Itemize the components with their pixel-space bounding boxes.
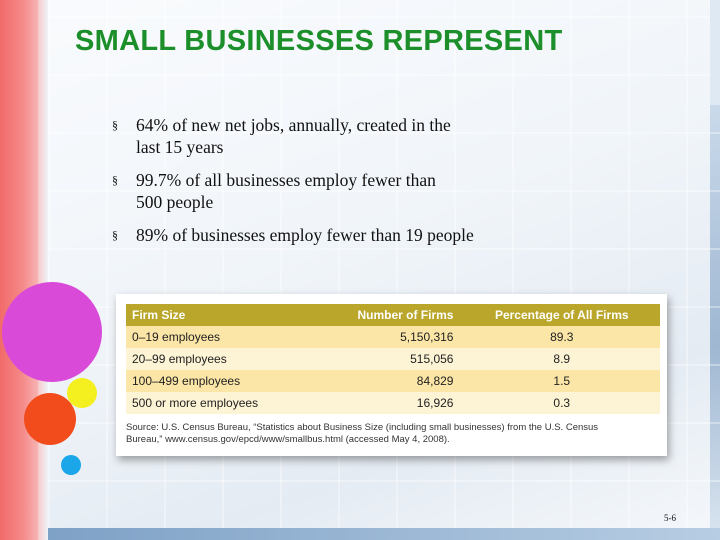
bullet-text-line: last 15 years xyxy=(136,137,224,157)
cell-firm-size: 100–499 employees xyxy=(126,370,313,392)
bullet-item: § 89% of businesses employ fewer than 19… xyxy=(112,224,592,246)
bullet-text-line: 99.7% of all businesses employ fewer tha… xyxy=(136,170,436,190)
table-row: 100–499 employees 84,829 1.5 xyxy=(126,370,660,392)
bullet-item: § 99.7% of all businesses employ fewer t… xyxy=(112,169,592,213)
bullet-text-line: 64% of new net jobs, annually, created i… xyxy=(136,115,451,135)
cell-firm-size: 20–99 employees xyxy=(126,348,313,370)
cell-firm-size: 500 or more employees xyxy=(126,392,313,414)
slide-title: SMALL BUSINESSES REPRESENT xyxy=(75,25,563,57)
cell-percentage: 89.3 xyxy=(463,326,660,348)
cell-percentage: 8.9 xyxy=(463,348,660,370)
table-row: 0–19 employees 5,150,316 89.3 xyxy=(126,326,660,348)
blue-circle-decoration xyxy=(61,455,81,475)
firm-size-table-card: Firm Size Number of Firms Percentage of … xyxy=(116,294,667,456)
firm-size-table: Firm Size Number of Firms Percentage of … xyxy=(126,304,660,414)
header-number-of-firms: Number of Firms xyxy=(312,304,464,326)
header-percentage: Percentage of All Firms xyxy=(463,304,660,326)
cell-percentage: 0.3 xyxy=(463,392,660,414)
left-decorative-strip xyxy=(0,0,38,540)
table-header-row: Firm Size Number of Firms Percentage of … xyxy=(126,304,660,326)
page-number: 5-6 xyxy=(664,513,676,523)
bullet-text-line: 500 people xyxy=(136,192,214,212)
table-source-note: Source: U.S. Census Bureau, “Statistics … xyxy=(126,422,656,446)
cell-number-of-firms: 515,056 xyxy=(312,348,464,370)
bullet-item: § 64% of new net jobs, annually, created… xyxy=(112,114,592,158)
cell-number-of-firms: 5,150,316 xyxy=(312,326,464,348)
bullet-marker: § xyxy=(112,173,118,187)
magenta-circle-decoration xyxy=(2,282,102,382)
bullet-marker: § xyxy=(112,118,118,132)
left-strip-fade xyxy=(38,0,48,540)
cell-percentage: 1.5 xyxy=(463,370,660,392)
bullet-marker: § xyxy=(112,228,118,242)
bullet-list: § 64% of new net jobs, annually, created… xyxy=(112,114,592,257)
header-firm-size: Firm Size xyxy=(126,304,313,326)
yellow-circle-decoration xyxy=(67,378,97,408)
orange-circle-decoration xyxy=(24,393,76,445)
cell-number-of-firms: 16,926 xyxy=(312,392,464,414)
bottom-decorative-bar xyxy=(48,528,720,540)
table-row: 20–99 employees 515,056 8.9 xyxy=(126,348,660,370)
source-line: Bureau,” www.census.gov/epcd/www/smallbu… xyxy=(126,434,450,445)
cell-number-of-firms: 84,829 xyxy=(312,370,464,392)
right-decorative-bar xyxy=(710,0,720,105)
table-row: 500 or more employees 16,926 0.3 xyxy=(126,392,660,414)
cell-firm-size: 0–19 employees xyxy=(126,326,313,348)
source-line: Source: U.S. Census Bureau, “Statistics … xyxy=(126,422,599,433)
bullet-text-line: 89% of businesses employ fewer than 19 p… xyxy=(136,225,474,245)
